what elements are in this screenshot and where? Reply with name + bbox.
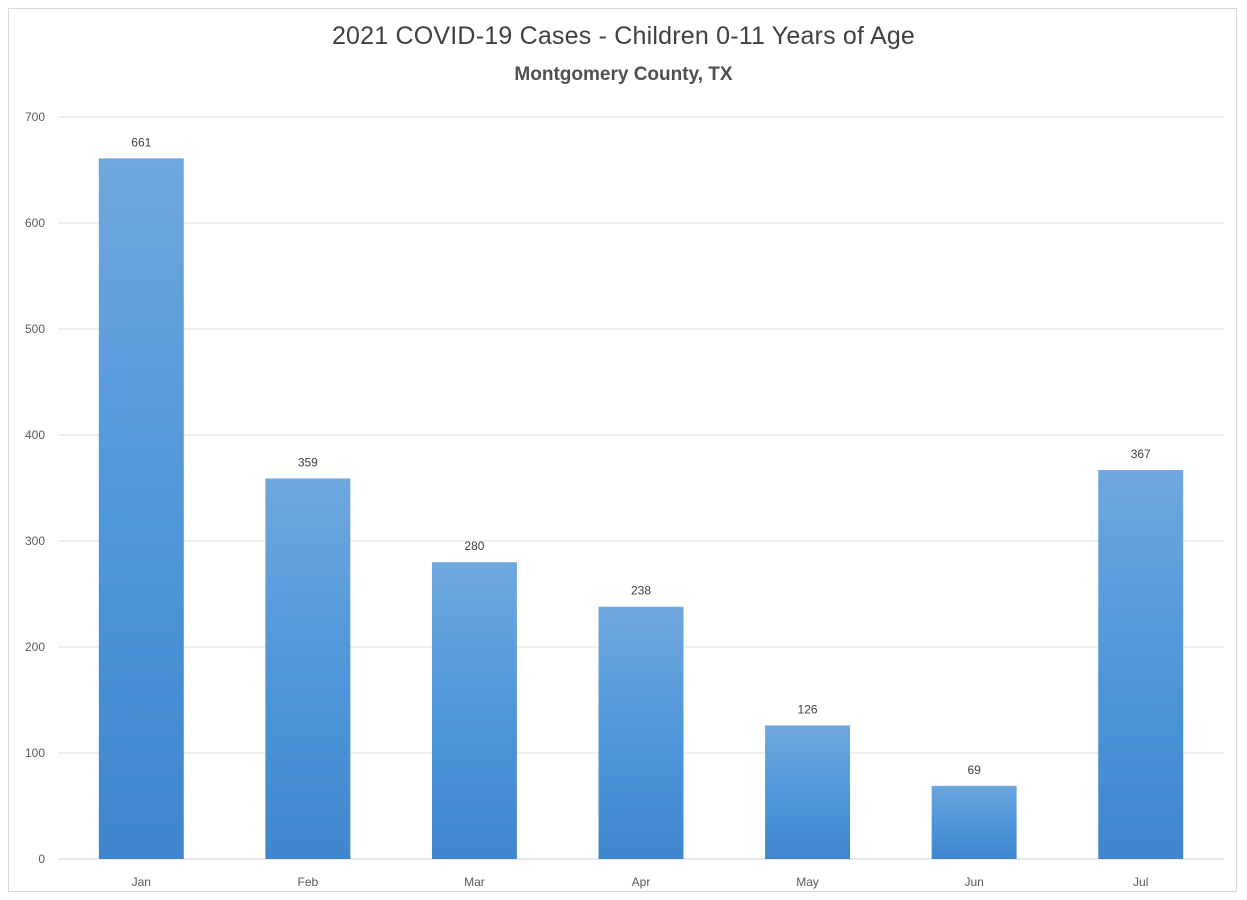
x-tick-label-feb: Feb [298,875,319,889]
x-tick-label-jan: Jan [132,875,151,889]
bar-may [765,725,851,859]
data-label-jul: 367 [1131,447,1151,461]
data-labels: 661 359 280 238 126 69 367 [131,135,1151,777]
x-tick-label-mar: Mar [464,875,485,889]
y-tick-label: 500 [25,322,45,336]
y-tick-label: 600 [25,216,45,230]
x-tick-label-apr: Apr [632,875,651,889]
data-label-jan: 661 [131,135,151,149]
bar-jun [931,785,1017,859]
y-axis-ticks: 0 100 200 300 400 500 600 700 [25,110,45,866]
y-tick-label: 200 [25,640,45,654]
data-label-apr: 238 [631,584,651,598]
chart-subtitle: Montgomery County, TX [514,64,733,85]
x-tick-label-jul: Jul [1133,875,1148,889]
data-label-jun: 69 [967,763,981,777]
bar-jan [98,158,184,860]
bar-feb [265,478,351,859]
bar-apr [598,606,684,859]
y-tick-label: 300 [25,534,45,548]
gridlines [58,116,1224,860]
y-tick-label: 400 [25,428,45,442]
bar-mar [431,562,517,859]
x-axis-ticks: Jan Feb Mar Apr May Jun Jul [132,875,1149,889]
bar-jul [1098,469,1184,859]
x-tick-label-may: May [796,875,819,889]
bars [98,158,1184,860]
y-tick-label: 100 [25,746,45,760]
y-tick-label: 0 [38,852,45,866]
x-tick-label-jun: Jun [964,875,983,889]
data-label-may: 126 [798,702,818,716]
data-label-feb: 359 [298,455,318,469]
y-tick-label: 700 [25,110,45,124]
data-label-mar: 280 [464,539,484,553]
chart-title: 2021 COVID-19 Cases - Children 0-11 Year… [331,22,916,50]
